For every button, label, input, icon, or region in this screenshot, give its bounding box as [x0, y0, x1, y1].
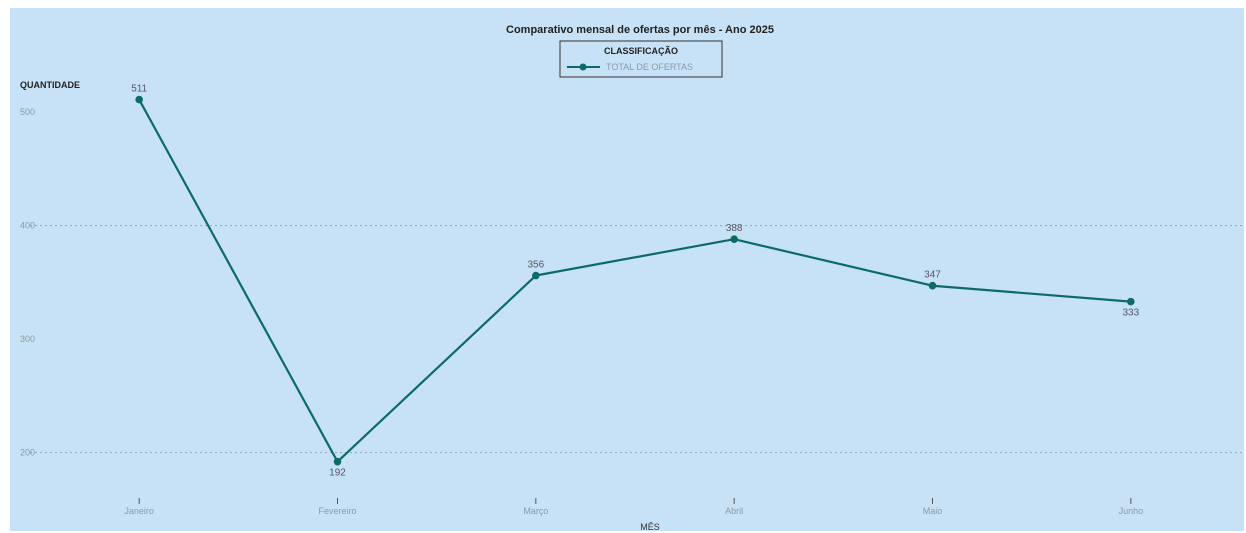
legend: CLASSIFICAÇÃO TOTAL DE OFERTAS [559, 40, 723, 78]
data-point [532, 271, 540, 280]
legend-marker-swatch [579, 63, 587, 71]
gridlines [30, 225, 1244, 454]
x-tick-label: Maio [923, 506, 943, 516]
y-axis-ticks: 200 300 400 500 [20, 107, 35, 458]
y-axis-title: QUANTIDADE [20, 80, 80, 90]
data-label: 347 [924, 270, 941, 281]
data-label: 192 [329, 468, 346, 479]
data-point [1127, 297, 1135, 306]
chart-title: Comparativo mensal de ofertas por mês - … [506, 24, 774, 36]
data-label: 356 [527, 260, 544, 271]
data-point [135, 95, 143, 104]
x-tick-label: Abril [725, 506, 743, 516]
data-label: 511 [131, 84, 147, 95]
x-tick-label: Fevereiro [318, 506, 356, 516]
series-line [138, 99, 1131, 463]
data-point [928, 281, 937, 290]
legend-box [559, 40, 723, 78]
x-axis-ticks: Janeiro Fevereiro Março Abril Maio Junho [124, 498, 1143, 516]
y-tick-label: 300 [20, 334, 35, 344]
x-tick-label: Janeiro [124, 506, 154, 516]
chart-panel: Comparativo mensal de ofertas por mês - … [10, 8, 1244, 531]
series-total-ofertas: 511 192 356 388 347 333 [131, 84, 1139, 479]
x-axis-title: MÊS [640, 522, 660, 531]
x-tick-label: Junho [1119, 506, 1144, 516]
y-tick-label: 400 [20, 221, 35, 231]
data-label: 388 [726, 223, 743, 234]
legend-series-label: TOTAL DE OFERTAS [606, 62, 693, 72]
y-tick-label: 500 [20, 107, 35, 117]
data-label: 333 [1122, 308, 1139, 319]
data-point [333, 457, 342, 466]
x-tick-label: Março [523, 506, 548, 516]
y-tick-label: 200 [20, 448, 35, 458]
legend-title: CLASSIFICAÇÃO [604, 46, 678, 56]
line-chart: Comparativo mensal de ofertas por mês - … [20, 24, 1244, 531]
data-point [730, 235, 738, 243]
